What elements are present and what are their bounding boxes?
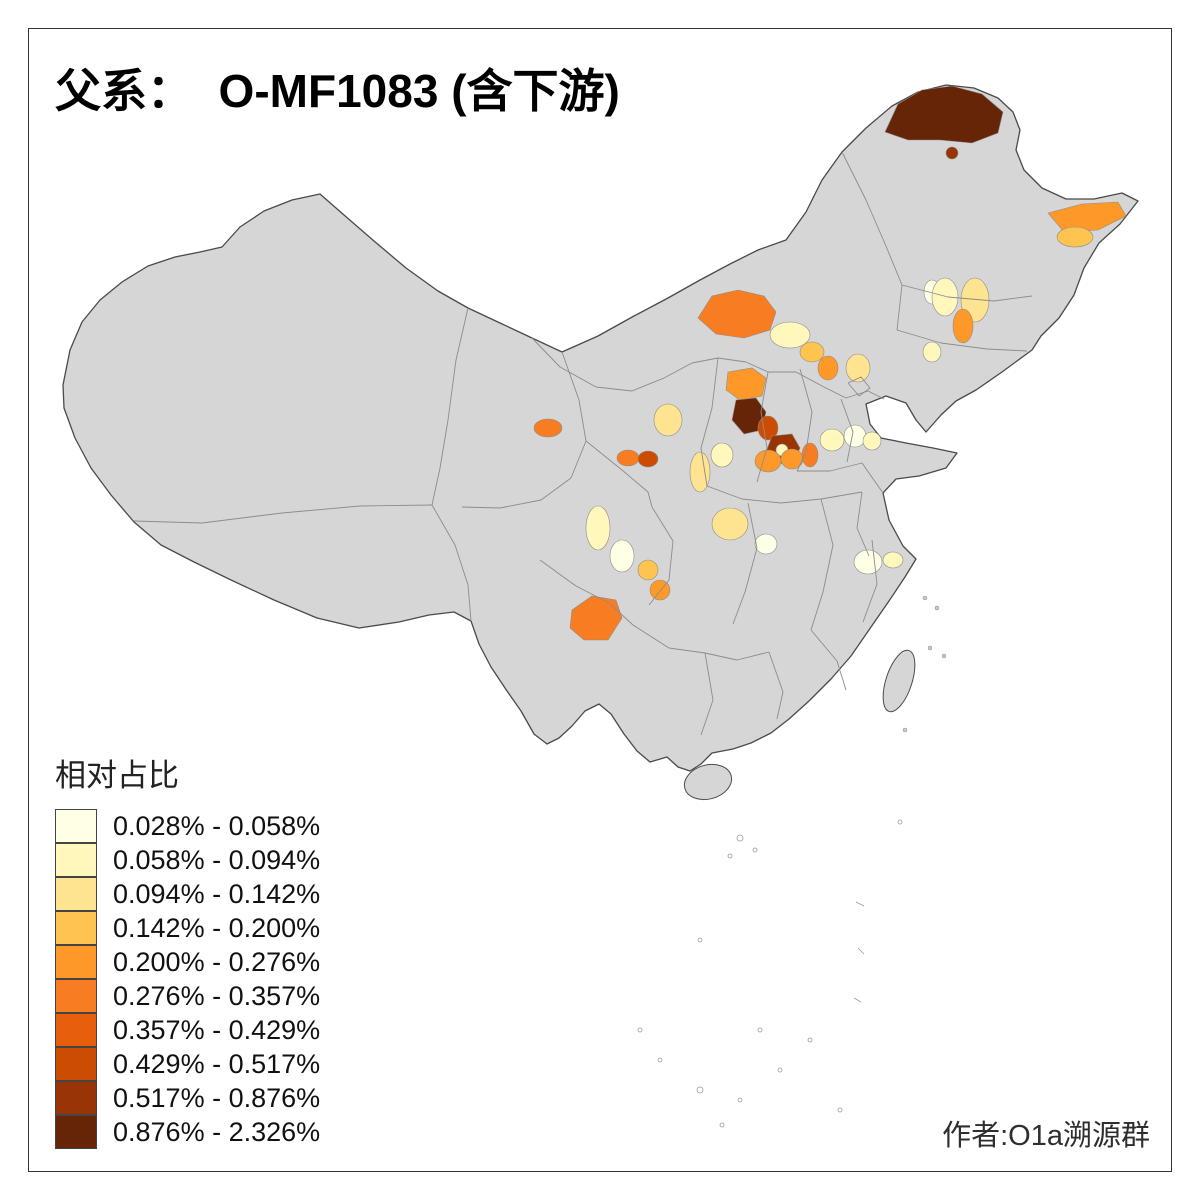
legend-label: 0.058% - 0.094% — [113, 844, 321, 875]
colored-prefecture — [697, 289, 777, 339]
south-china-sea-islets — [637, 595, 947, 1128]
colored-prefecture — [799, 341, 825, 363]
legend-swatch — [55, 1114, 97, 1149]
legend-label: 0.142% - 0.200% — [113, 912, 321, 943]
colored-prefecture — [653, 403, 683, 437]
colored-prefecture — [710, 442, 734, 468]
colored-prefecture — [922, 341, 942, 363]
colored-prefecture — [711, 507, 749, 541]
legend-label: 0.028% - 0.058% — [113, 810, 321, 841]
colored-prefecture — [817, 355, 839, 381]
legend-row: 0.094% - 0.142% — [55, 876, 321, 911]
colored-prefecture — [931, 277, 959, 317]
legend-swatch — [55, 910, 97, 945]
legend-row: 0.028% - 0.058% — [55, 808, 321, 843]
legend-swatch — [55, 1080, 97, 1115]
legend-swatch — [55, 842, 97, 877]
colored-prefecture — [609, 539, 635, 573]
colored-prefecture — [1056, 226, 1094, 248]
province-borders — [133, 151, 1033, 736]
legend-row: 0.142% - 0.200% — [55, 910, 321, 945]
colored-prefecture — [882, 551, 904, 569]
china-mainland-shape — [62, 84, 1139, 772]
hainan-island — [683, 763, 733, 801]
colored-prefecture — [945, 146, 959, 160]
legend-label: 0.094% - 0.142% — [113, 878, 321, 909]
colored-prefecture — [637, 559, 659, 581]
legend-row: 0.276% - 0.357% — [55, 978, 321, 1013]
colored-prefecture — [819, 428, 845, 452]
legend-row: 0.429% - 0.517% — [55, 1046, 321, 1081]
legend-row: 0.517% - 0.876% — [55, 1080, 321, 1115]
colored-prefecture — [952, 308, 974, 344]
legend-swatch — [55, 876, 97, 911]
legend-row: 0.058% - 0.094% — [55, 842, 321, 877]
legend-swatch — [55, 1012, 97, 1047]
colored-prefecture — [754, 449, 782, 473]
legend-label: 0.200% - 0.276% — [113, 946, 321, 977]
colored-prefecture — [843, 424, 867, 448]
legend-label: 0.429% - 0.517% — [113, 1048, 321, 1079]
legend-label: 0.357% - 0.429% — [113, 1014, 321, 1045]
colored-prefecture — [769, 321, 811, 349]
legend-label: 0.876% - 2.326% — [113, 1116, 321, 1147]
legend-label: 0.517% - 0.876% — [113, 1082, 321, 1113]
legend-row: 0.876% - 2.326% — [55, 1114, 321, 1149]
legend-title: 相对占比 — [55, 758, 179, 793]
legend-label: 0.276% - 0.357% — [113, 980, 321, 1011]
colored-prefecture — [616, 449, 640, 467]
legend-swatch — [55, 944, 97, 979]
legend-row: 0.200% - 0.276% — [55, 944, 321, 979]
legend: 相对占比 0.028% - 0.058% 0.058% - 0.094% 0.0… — [55, 750, 320, 1149]
colored-prefectures — [533, 85, 1127, 641]
author-credit: 作者:O1a溯源群 — [942, 1120, 1150, 1152]
taiwan-island — [882, 649, 916, 713]
colored-prefecture — [845, 353, 871, 383]
colored-prefecture — [689, 451, 711, 493]
legend-swatch — [55, 1046, 97, 1081]
legend-row: 0.357% - 0.429% — [55, 1012, 321, 1047]
colored-prefecture — [533, 418, 563, 438]
colored-prefecture — [754, 533, 778, 555]
legend-swatch — [55, 808, 97, 843]
colored-prefecture — [637, 450, 659, 468]
colored-prefecture — [884, 85, 1004, 144]
colored-prefecture — [585, 505, 611, 551]
legend-swatch — [55, 978, 97, 1013]
colored-prefecture — [862, 431, 882, 451]
colored-prefecture — [725, 367, 767, 401]
map-title: 父系： O-MF1083 (含下游) — [55, 65, 620, 117]
legend-rows: 0.028% - 0.058% 0.058% - 0.094% 0.094% -… — [55, 808, 321, 1149]
